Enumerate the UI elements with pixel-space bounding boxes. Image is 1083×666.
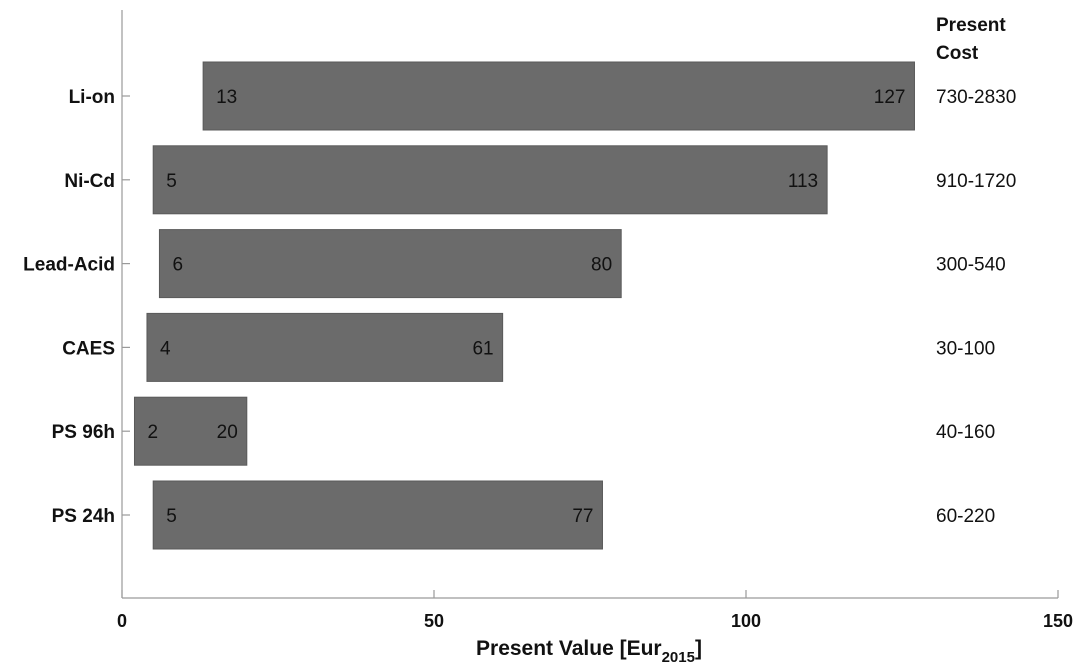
x-tick-label: 0 xyxy=(117,611,127,631)
range-high-label: 113 xyxy=(788,171,818,192)
range-high-label: 77 xyxy=(572,506,593,527)
present-cost-label: 910-1720 xyxy=(936,171,1016,192)
range-high-label: 80 xyxy=(591,255,612,276)
present-cost-label: 60-220 xyxy=(936,506,995,527)
range-low-label: 5 xyxy=(166,171,177,192)
range-bar xyxy=(152,145,828,215)
category-label: Ni-Cd xyxy=(64,171,115,192)
range-high-label: 61 xyxy=(472,338,493,359)
range-low-label: 6 xyxy=(172,255,183,276)
category-label: PS 96h xyxy=(52,422,115,443)
range-bar xyxy=(133,396,248,466)
present-cost-label: 300-540 xyxy=(936,255,1006,276)
range-low-label: 2 xyxy=(147,422,158,443)
range-bar xyxy=(158,229,622,299)
x-tick-label: 150 xyxy=(1043,611,1073,631)
bars xyxy=(133,61,915,550)
x-tick-label: 100 xyxy=(731,611,761,631)
category-label: PS 24h xyxy=(52,506,115,527)
present-cost-header-line1: Present xyxy=(936,15,1006,36)
present-cost-label: 730-2830 xyxy=(936,87,1016,108)
labels: Li-on 13 127 730-2830 Ni-Cd 5 113 910-1720 Lead-… xyxy=(23,87,1016,527)
category-label: Lead-Acid xyxy=(23,255,115,276)
category-label: Li-on xyxy=(69,87,115,108)
range-high-label: 20 xyxy=(217,422,238,443)
present-cost-label: 40-160 xyxy=(936,422,995,443)
range-low-label: 5 xyxy=(166,506,177,527)
present-cost-header-line2: Cost xyxy=(936,43,979,64)
range-bar xyxy=(202,61,915,131)
range-bar xyxy=(152,480,603,550)
x-axis-label: Present Value [Eur2015] xyxy=(476,637,702,666)
category-label: CAES xyxy=(62,338,115,359)
present-cost-label: 30-100 xyxy=(936,338,995,359)
range-low-label: 13 xyxy=(216,87,237,108)
range-bar xyxy=(146,312,504,382)
range-high-label: 127 xyxy=(874,87,906,108)
axes: 0 50 100 150 xyxy=(117,10,1073,631)
x-tick-label: 50 xyxy=(424,611,444,631)
range-low-label: 4 xyxy=(160,338,171,359)
x-axis-label-main: Present Value [Eur xyxy=(476,637,662,660)
x-axis-label-subscript: 2015 xyxy=(662,649,695,666)
x-axis-label-end: ] xyxy=(695,637,702,660)
